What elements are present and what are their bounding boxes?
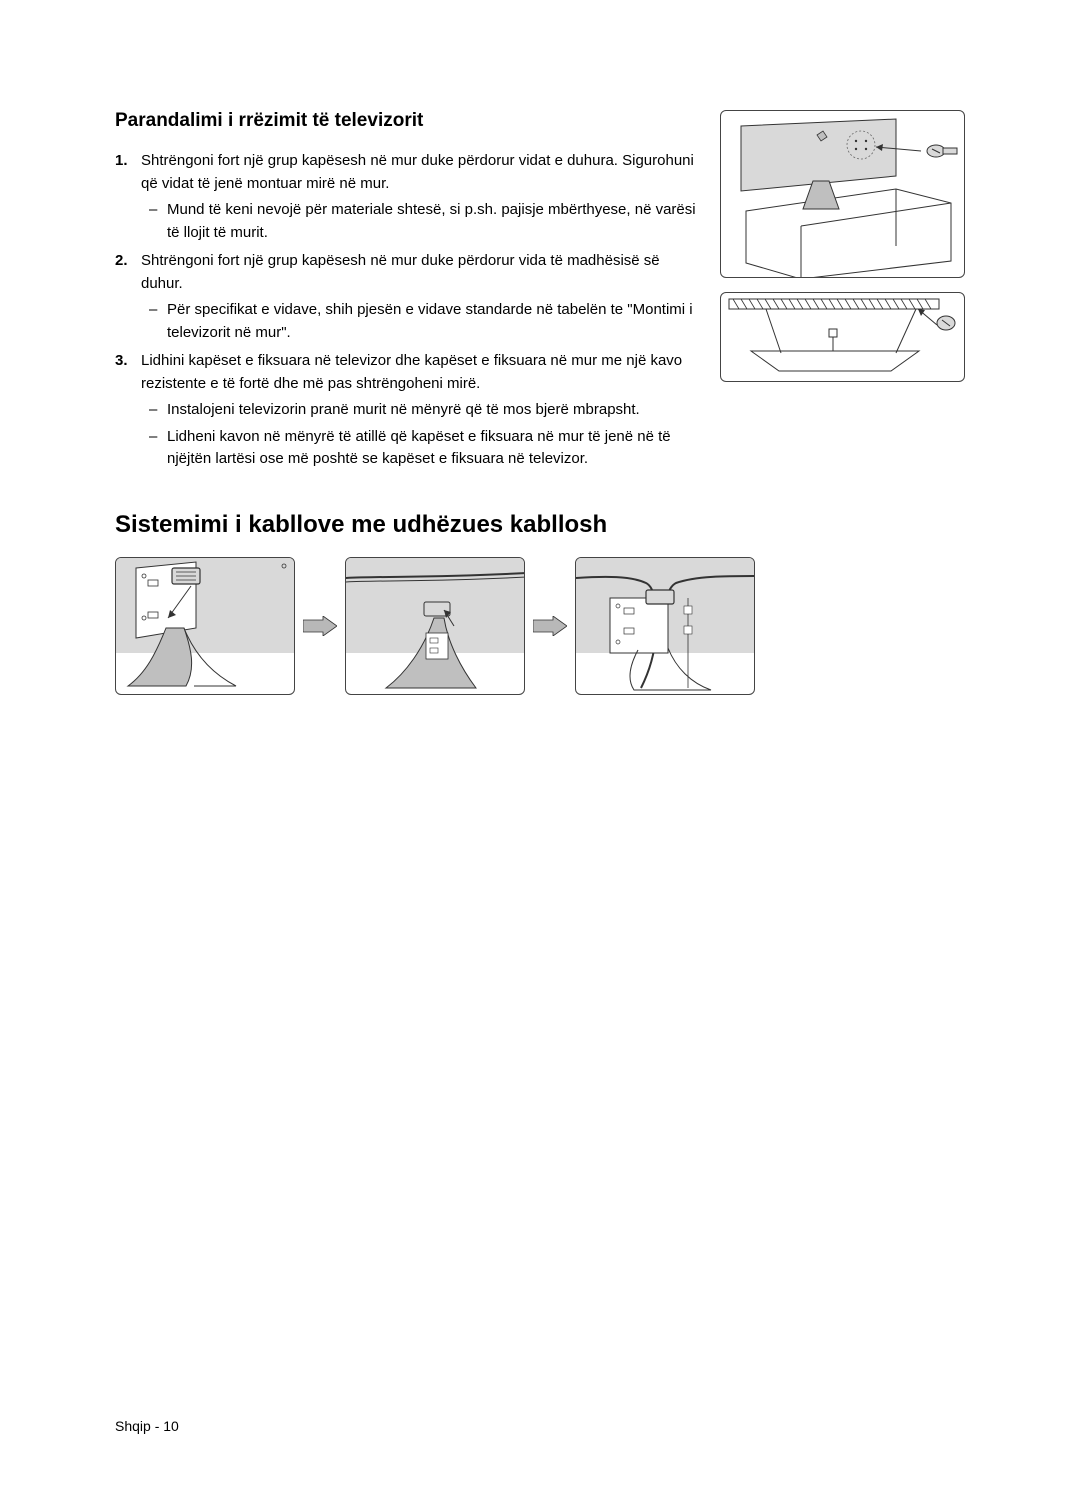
sub-list: Për specifikat e vidave, shih pjesën e v… [141, 299, 700, 344]
instruction-list: 1. Shtrëngoni fort një grup kapësesh në … [115, 150, 700, 471]
cable-figure-2 [345, 557, 525, 695]
cable-figure-1 [115, 557, 295, 695]
item-text: Lidhini kapëset e fiksuara në televizor … [141, 352, 682, 392]
section-heading: Parandalimi i rrëzimit të televizorit [115, 110, 700, 132]
item-number: 3. [115, 350, 128, 373]
item-number: 2. [115, 250, 128, 273]
sub-item: Mund të keni nevojë për materiale shtesë… [167, 199, 700, 244]
list-item: 1. Shtrëngoni fort një grup kapësesh në … [141, 150, 700, 244]
text-column: Parandalimi i rrëzimit të televizorit 1.… [115, 110, 700, 477]
arrow-icon [303, 616, 337, 636]
page-footer: Shqip - 10 [115, 1418, 179, 1434]
figure-tv-wall-bracket [720, 110, 965, 278]
section-heading-2: Sistemimi i kabllove me udhëzues kabllos… [115, 511, 965, 539]
item-number: 1. [115, 150, 128, 173]
item-text: Shtrëngoni fort një grup kapësesh në mur… [141, 152, 694, 192]
sub-list: Mund të keni nevojë për materiale shtesë… [141, 199, 700, 244]
sub-list: Instalojeni televizorin pranë murit në m… [141, 399, 700, 471]
cable-guide-row [115, 557, 965, 695]
sub-item: Instalojeni televizorin pranë murit në m… [167, 399, 700, 422]
figure-column [720, 110, 965, 477]
list-item: 2. Shtrëngoni fort një grup kapësesh në … [141, 250, 700, 344]
sub-item: Lidheni kavon në mënyrë të atillë që kap… [167, 426, 700, 471]
sub-item: Për specifikat e vidave, shih pjesën e v… [167, 299, 700, 344]
arrow-icon [533, 616, 567, 636]
item-text: Shtrëngoni fort një grup kapësesh në mur… [141, 252, 660, 292]
cable-figure-3 [575, 557, 755, 695]
list-item: 3. Lidhini kapëset e fiksuara në televiz… [141, 350, 700, 471]
figure-wall-anchor [720, 292, 965, 382]
